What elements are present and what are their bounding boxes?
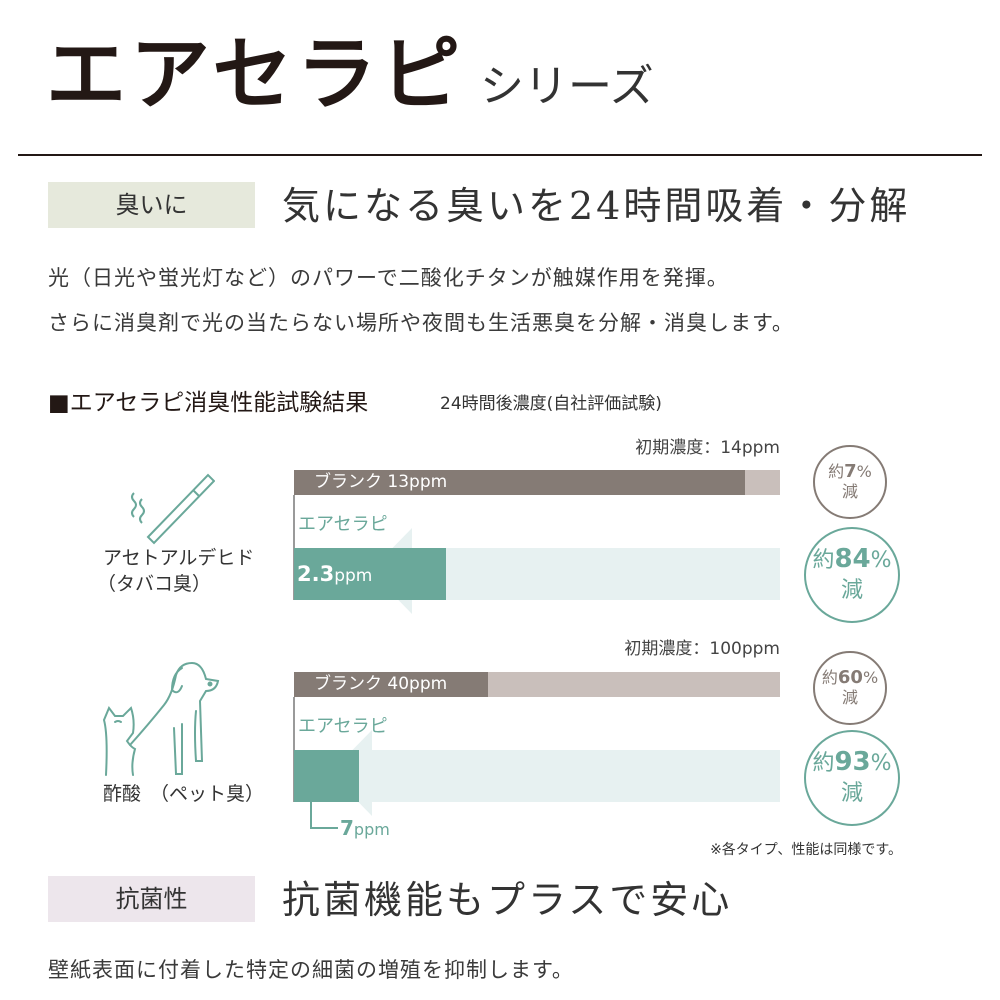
page-title: エアセラピ xyxy=(46,28,465,121)
product-unit-1: ppm xyxy=(334,566,373,586)
initial-concentration-1: 初期濃度：14ppm xyxy=(635,438,780,458)
antibacterial-text: 壁紙表面に付着した特定の細菌の増殖を抑制します。 xyxy=(48,958,574,982)
product-bar-2 xyxy=(294,750,359,802)
blank-bar-label-1: ブランク 13ppm xyxy=(314,472,448,492)
blank-reduction-badge-1: 約7% 減 xyxy=(813,445,887,519)
blank-bar-track-2: ブランク 40ppm xyxy=(294,672,780,697)
gas-name-acetaldehyde: アセトアルデヒド xyxy=(103,547,255,569)
product-value-1: 2.3 xyxy=(297,562,335,586)
blank-bar-2 xyxy=(294,672,489,697)
gas-name-acetic-acid: 酢酸 xyxy=(103,783,142,805)
footnote: ※各タイプ、性能は同様です。 xyxy=(710,842,902,858)
deodorize-tag: 臭いに xyxy=(48,182,255,228)
antibacterial-heading: 抗菌機能もプラスで安心 xyxy=(282,878,733,922)
blank-reduction-badge-2: 約60% 減 xyxy=(813,651,887,725)
antibacterial-tag: 抗菌性 xyxy=(48,876,255,922)
page-subtitle: シリーズ xyxy=(480,61,654,112)
product-reduction-badge-1: 約84% 減 xyxy=(804,527,900,623)
divider xyxy=(18,154,982,156)
product-reduction-badge-2: 約93% 減 xyxy=(804,730,900,826)
reduction-arrow-1 xyxy=(370,528,780,614)
deodorize-text-2: さらに消臭剤で光の当たらない場所や夜間も生活悪臭を分解・消臭します。 xyxy=(48,311,794,335)
blank-bar-label-2: ブランク 40ppm xyxy=(314,674,448,694)
deodorize-heading: 気になる臭いを24時間吸着・分解 xyxy=(282,184,911,228)
initial-concentration-2: 初期濃度：100ppm xyxy=(624,639,780,659)
cigarette-icon xyxy=(131,473,215,545)
blank-bar-track-1: ブランク 13ppm xyxy=(294,470,780,495)
deodorize-text-1: 光（日光や蛍光灯など）のパワーで二酸化チタンが触媒作用を発揮。 xyxy=(48,266,729,290)
blank-bar-1 xyxy=(294,470,746,495)
gas-note-tobacco: （タバコ臭） xyxy=(97,573,212,595)
product-bar-1: 2.3ppm xyxy=(294,548,446,600)
axis-line-2 xyxy=(293,697,295,802)
product-name-2: エアセラピ xyxy=(298,716,388,737)
product-label-2: 7ppm xyxy=(340,816,390,840)
test-subheading: 24時間後濃度(自社評価試験) xyxy=(440,394,662,414)
test-heading: ■エアセラピ消臭性能試験結果 xyxy=(48,390,369,416)
gas-note-pet: （ペット臭） xyxy=(150,783,265,805)
product-name-1: エアセラピ xyxy=(298,514,388,535)
cat-dog-icon xyxy=(102,661,220,776)
leader-line xyxy=(310,802,338,829)
reduction-arrow-2 xyxy=(330,730,780,816)
axis-line-1 xyxy=(293,495,295,600)
